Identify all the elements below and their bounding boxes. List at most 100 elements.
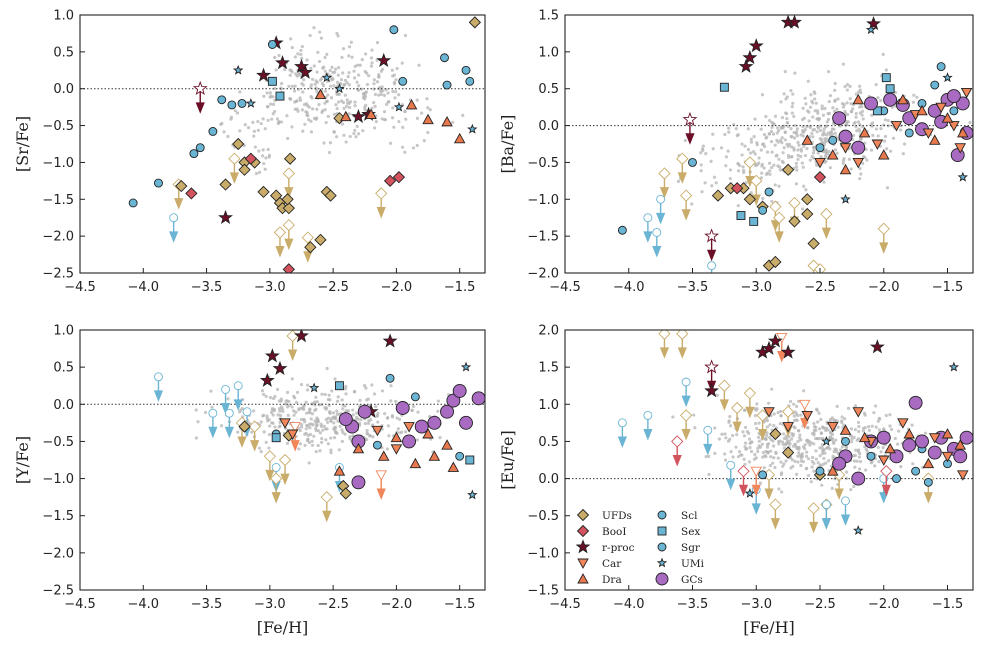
field-star-point (268, 424, 272, 428)
upper-limit-UFDs (676, 330, 689, 359)
field-star-point (770, 199, 774, 204)
field-star-point (353, 128, 357, 132)
field-star-point (275, 387, 280, 392)
field-star-point (741, 430, 745, 434)
field-star-point (883, 134, 888, 139)
field-star-point (335, 412, 340, 416)
field-star-point (806, 79, 810, 83)
field-star-point (817, 411, 821, 415)
field-star-point (293, 55, 297, 59)
field-star-point (765, 419, 770, 423)
field-star-point (334, 67, 338, 71)
upper-limit-UFDs (773, 211, 786, 243)
y-tick-label: −2.0 (527, 267, 559, 282)
field-star-point (782, 146, 786, 150)
upper-limit-BooI (737, 465, 750, 497)
field-star-point (764, 437, 768, 441)
field-star-point (849, 167, 853, 171)
field-star-point (803, 153, 808, 158)
field-star-point (203, 410, 208, 415)
field-star-point (796, 140, 800, 144)
field-star-point (744, 447, 748, 451)
field-star-point (814, 425, 818, 429)
field-star-point (826, 69, 831, 74)
field-star-point (787, 155, 791, 160)
field-star-point (393, 96, 397, 100)
upper-limit-UFDs (270, 472, 283, 504)
axes-frame (564, 14, 974, 274)
field-star-point (865, 158, 869, 162)
field-star-point (753, 406, 757, 411)
field-star-point (784, 443, 788, 447)
point-UFDs (769, 255, 782, 269)
upper-limit-UFDs (248, 420, 261, 452)
field-star-point (853, 428, 857, 432)
field-star-point (884, 68, 888, 72)
point-Dra (922, 457, 935, 469)
field-star-point (759, 176, 764, 180)
field-star-point (375, 80, 380, 84)
field-star-point (707, 454, 711, 458)
field-star-point (881, 52, 885, 56)
field-star-point (869, 148, 874, 152)
field-star-point (690, 202, 694, 206)
point-Scl (465, 76, 475, 86)
field-star-point (796, 157, 800, 161)
field-star-point (843, 84, 847, 89)
legend-label-Dra: Dra (602, 574, 622, 586)
y-tick-label: 0.0 (53, 398, 74, 413)
field-star-point (347, 112, 351, 116)
field-star-point (772, 456, 776, 460)
field-star-point (873, 464, 877, 468)
field-star-point (816, 420, 820, 424)
upper-limit-UFDs (877, 222, 890, 254)
upper-limit-Scl (169, 213, 179, 243)
field-star-point (771, 132, 776, 136)
field-star-point (768, 463, 773, 468)
field-star-point (355, 124, 359, 129)
field-star-point (746, 147, 751, 152)
field-star-point (294, 400, 299, 404)
field-star-point (348, 437, 352, 441)
field-star-point (794, 161, 798, 165)
field-star-point (818, 454, 822, 458)
field-star-point (320, 76, 324, 81)
upper-limit-UFDs (320, 491, 333, 523)
legend: UFDs BooI r-proc Car Dra Scl Sex Sgr UMi GCs (575, 508, 705, 586)
field-star-point (845, 101, 849, 105)
field-star-point (793, 459, 797, 463)
field-star-point (461, 113, 465, 117)
point-Car (922, 128, 935, 139)
field-star-point (325, 420, 330, 425)
field-star-point (377, 93, 381, 97)
field-star-point (404, 430, 408, 434)
field-star-point (779, 414, 783, 418)
point-Car (871, 139, 884, 150)
field-star-point (790, 104, 794, 109)
point-UMi (840, 193, 851, 204)
field-star-point (729, 424, 733, 428)
point-Scl (385, 373, 395, 383)
field-star-point (898, 128, 903, 132)
point-Scl (227, 100, 237, 110)
field-star-point (780, 115, 785, 120)
point-Scl (617, 225, 627, 235)
field-star-point (888, 424, 892, 428)
field-star-point (759, 148, 763, 152)
field-star-point (709, 159, 713, 164)
field-star-point (780, 490, 784, 494)
field-star-point (826, 459, 831, 463)
x-tick-label: −1.5 (444, 597, 476, 612)
field-star-point (710, 184, 714, 188)
field-star-point (355, 80, 359, 84)
field-star-point (812, 421, 816, 426)
field-star-point (833, 81, 837, 86)
field-star-point (870, 113, 874, 117)
y-axis-label: [Y/Fe] (13, 436, 32, 484)
field-star-point (879, 450, 883, 454)
field-star-point (822, 180, 826, 184)
field-star-point (331, 411, 336, 415)
field-star-point (416, 410, 420, 414)
point-r-proc (382, 333, 398, 348)
point-Scl (758, 470, 768, 480)
